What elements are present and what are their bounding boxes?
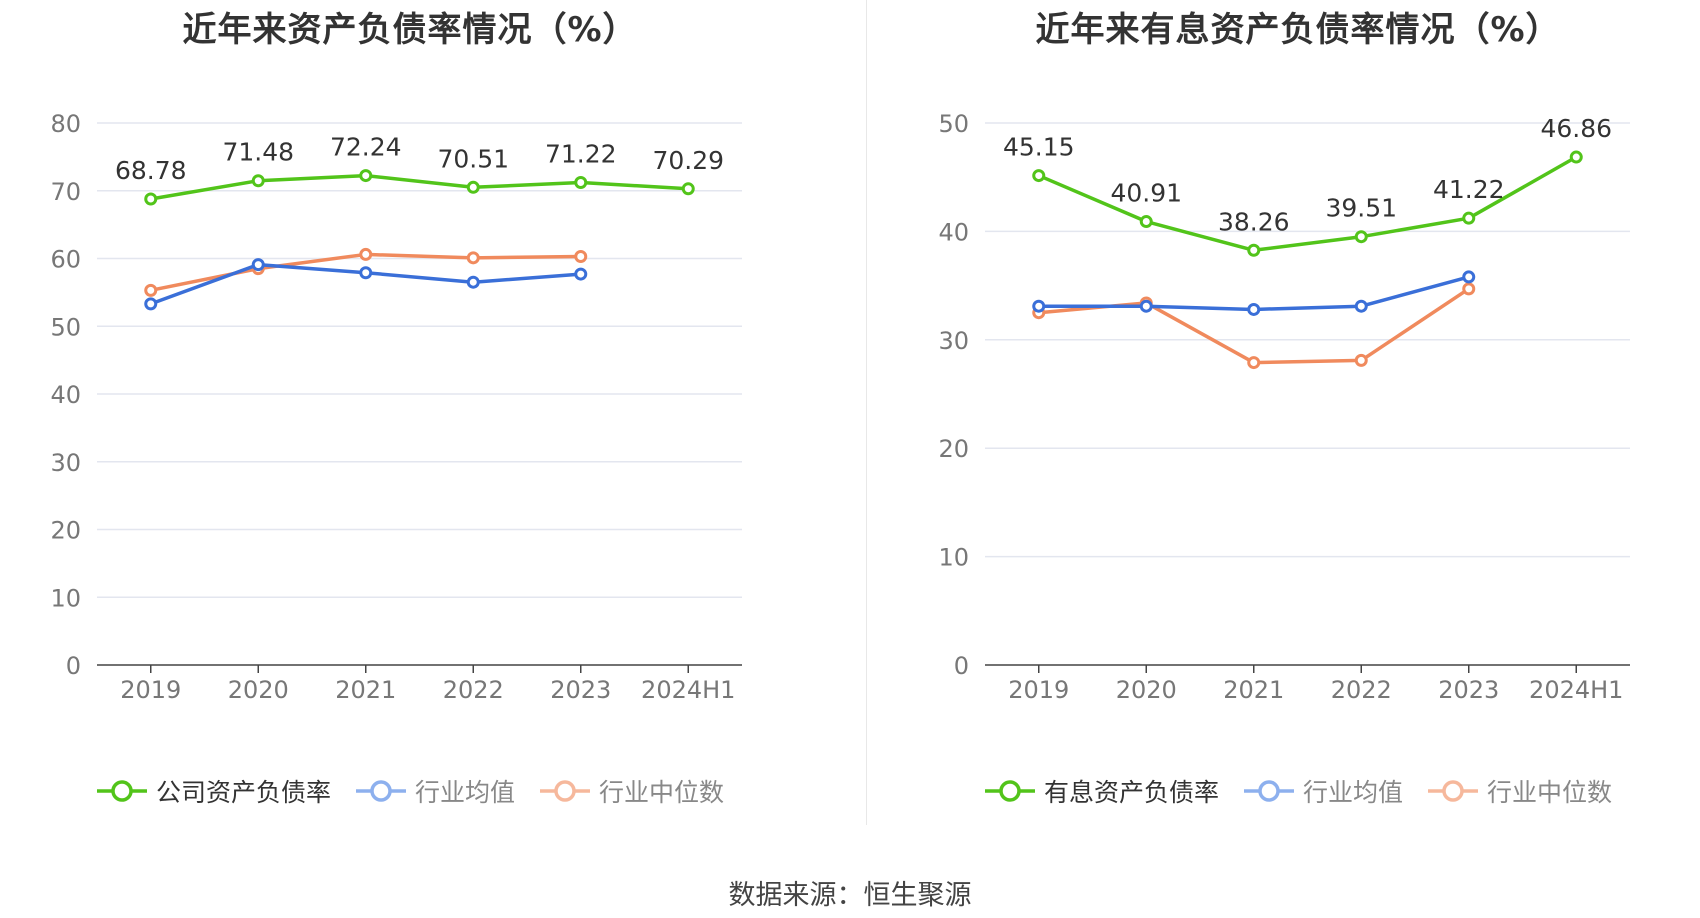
data-point <box>466 275 480 289</box>
legend-line-marker-icon <box>984 780 1035 802</box>
legend-line-marker-icon <box>1243 780 1294 802</box>
legend-item[interactable]: 公司资产负债率 <box>96 773 331 809</box>
data-point <box>359 247 373 261</box>
y-tick-label: 50 <box>938 110 969 138</box>
y-tick-label: 70 <box>50 178 81 206</box>
legend-line-marker-icon <box>96 780 147 802</box>
x-tick-label: 2020 <box>228 676 289 704</box>
x-tick-label: 2023 <box>550 676 611 704</box>
data-label: 70.29 <box>652 146 724 175</box>
x-tick-label: 2019 <box>1008 676 1069 704</box>
y-tick-label: 40 <box>938 218 969 246</box>
data-point <box>1139 299 1153 313</box>
data-label: 72.24 <box>330 133 402 162</box>
data-point <box>1247 243 1261 257</box>
asset-liability-chart: 近年来资产负债率情况（%） 0 10 20 30 40 50 60 70 80 2019 2020 2… <box>0 0 850 840</box>
data-label: 70.51 <box>437 144 509 173</box>
data-point <box>251 258 265 272</box>
legend-line-marker-icon <box>1428 780 1478 802</box>
x-tick-label: 2022 <box>1331 676 1392 704</box>
data-point <box>681 182 695 196</box>
data-point <box>1032 299 1046 313</box>
data-label: 38.26 <box>1218 207 1290 236</box>
panel-divider <box>866 0 867 825</box>
data-point <box>1462 282 1476 296</box>
data-point <box>1247 302 1261 316</box>
data-point <box>1247 356 1261 370</box>
data-point <box>1354 299 1368 313</box>
data-label: 71.48 <box>222 138 294 167</box>
y-tick-label: 60 <box>50 246 81 274</box>
chart-legend: 有息资产负债率 行业均值 行业中位数 <box>888 773 1700 809</box>
chart-title: 近年来资产负债率情况（%） <box>182 10 638 50</box>
data-label: 68.78 <box>115 156 187 185</box>
legend-label: 有息资产负债率 <box>1043 778 1219 807</box>
legend-line-marker-icon <box>540 780 590 802</box>
legend-label: 行业均值 <box>414 778 515 807</box>
x-tick-label: 2019 <box>120 676 181 704</box>
data-point <box>574 267 588 281</box>
x-tick-label: 2024H1 <box>641 676 735 704</box>
y-tick-label: 30 <box>938 327 969 355</box>
data-point <box>1354 230 1368 244</box>
legend-item[interactable]: 行业均值 <box>355 773 515 809</box>
y-tick-label: 80 <box>50 110 81 138</box>
data-point <box>144 297 158 311</box>
y-tick-label: 50 <box>50 313 81 341</box>
data-point <box>574 175 588 189</box>
series-line <box>150 173 689 201</box>
x-tick-label: 2021 <box>335 676 396 704</box>
data-point <box>144 283 158 297</box>
data-point <box>251 174 265 188</box>
series-line <box>1038 155 1578 253</box>
data-label: 39.51 <box>1325 194 1397 223</box>
interest-bearing-liability-chart: 近年来有息资产负债率情况（%） 0 10 20 30 40 50 2019 2020 2021 2… <box>888 0 1700 840</box>
x-tick-label: 2021 <box>1223 676 1284 704</box>
data-label: 40.91 <box>1110 179 1182 208</box>
legend-label: 行业中位数 <box>599 778 725 807</box>
legend-line-marker-icon <box>355 780 406 802</box>
data-point <box>1032 169 1046 183</box>
y-tick-label: 20 <box>938 435 969 463</box>
data-point <box>466 180 480 194</box>
legend-item[interactable]: 有息资产负债率 <box>984 773 1219 809</box>
data-point <box>144 192 158 206</box>
data-label: 41.22 <box>1433 175 1505 204</box>
legend-label: 公司资产负债率 <box>155 778 331 807</box>
legend-item[interactable]: 行业中位数 <box>1427 773 1612 809</box>
x-tick-label: 2024H1 <box>1529 676 1623 704</box>
chart-legend: 公司资产负债率 行业均值 行业中位数 <box>0 773 820 809</box>
x-tick-label: 2023 <box>1438 676 1499 704</box>
data-point <box>359 169 373 183</box>
chart-title: 近年来有息资产负债率情况（%） <box>1035 10 1561 50</box>
legend-label: 行业均值 <box>1302 778 1403 807</box>
data-label: 45.15 <box>1003 133 1075 162</box>
legend-label: 行业中位数 <box>1487 778 1613 807</box>
data-point <box>1139 215 1153 229</box>
legend-item[interactable]: 行业均值 <box>1243 773 1403 809</box>
data-point <box>574 249 588 263</box>
data-point <box>1354 353 1368 367</box>
legend-item[interactable]: 行业中位数 <box>539 773 724 809</box>
data-source-label: 数据来源：恒生聚源 <box>728 880 972 911</box>
y-tick-label: 10 <box>50 584 81 612</box>
x-tick-label: 2020 <box>1116 676 1177 704</box>
y-tick-label: 30 <box>50 449 81 477</box>
data-label: 46.86 <box>1540 114 1612 143</box>
chart-plot-area: 0 10 20 30 40 50 60 70 80 2019 2020 2021 2022 2023 202… <box>50 110 742 704</box>
y-tick-label: 0 <box>66 652 81 680</box>
data-point <box>359 266 373 280</box>
data-point <box>466 251 480 265</box>
y-tick-label: 10 <box>938 544 969 572</box>
y-tick-label: 0 <box>954 652 969 680</box>
x-tick-label: 2022 <box>443 676 504 704</box>
data-label: 71.22 <box>545 139 617 168</box>
data-point <box>1462 270 1476 284</box>
y-tick-label: 20 <box>50 517 81 545</box>
data-point <box>1462 211 1476 225</box>
data-point <box>1569 150 1583 164</box>
series-line <box>1038 287 1470 365</box>
chart-plot-area: 0 10 20 30 40 50 2019 2020 2021 2022 2023 2024H1 45.… <box>938 110 1630 704</box>
y-tick-label: 40 <box>50 381 81 409</box>
